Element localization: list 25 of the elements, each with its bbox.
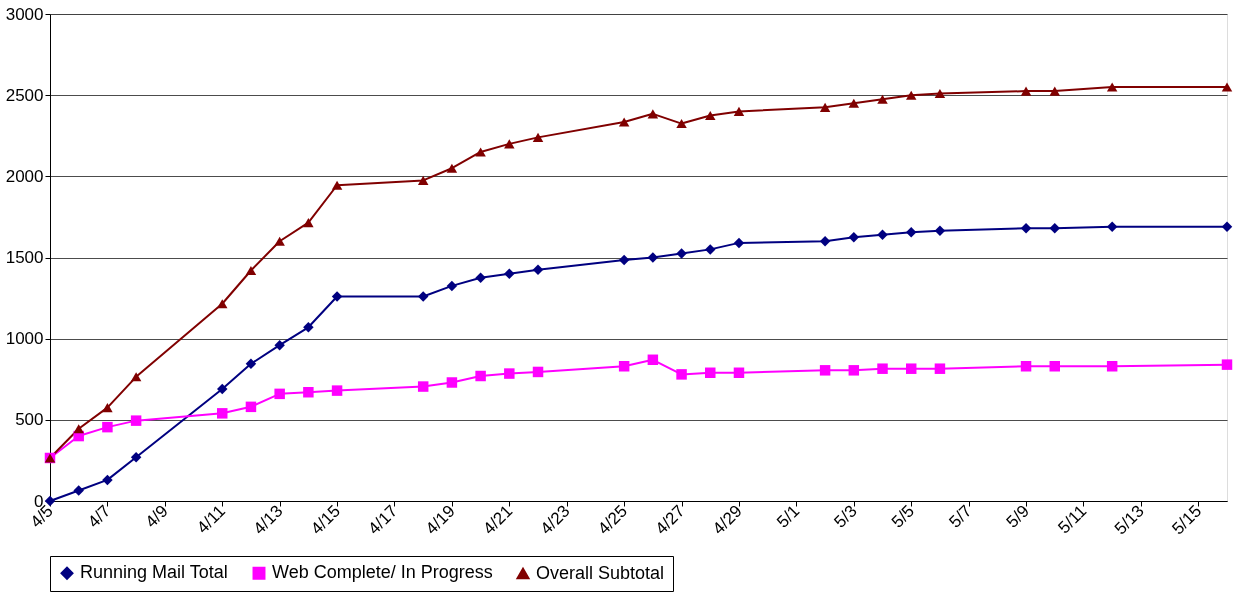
x-tick-label: 4/13 [249, 501, 287, 539]
x-tick-label: 4/25 [594, 501, 632, 539]
y-tick-label: 1000 [5, 329, 44, 349]
x-tick-label: 4/7 [84, 501, 115, 532]
y-tick-label: 2000 [5, 166, 44, 186]
legend-label: Web Complete/ In Progress [272, 562, 493, 583]
x-tick-label: 5/5 [887, 501, 919, 532]
y-tick-label: 1500 [5, 248, 44, 267]
legend-label: Overall Subtotal [536, 562, 665, 583]
x-tick-label: 5/1 [773, 501, 804, 532]
x-tick-label: 4/23 [536, 501, 574, 539]
y-tick-label: 500 [15, 410, 44, 430]
x-tick-label: 4/9 [141, 501, 172, 532]
x-tick-label: 5/3 [830, 501, 861, 532]
x-tick-label: 4/11 [193, 501, 230, 538]
x-tick-label: 4/21 [479, 501, 517, 539]
x-tick-label: 4/19 [421, 501, 459, 539]
x-tick-label: 5/9 [1002, 501, 1033, 532]
y-tick-label: 3000 [5, 4, 44, 24]
legend-label: Running Mail Total [80, 562, 228, 583]
x-tick-label: 5/7 [945, 501, 976, 532]
x-tick-label: 4/29 [709, 501, 746, 539]
y-tick-label: 2500 [5, 85, 44, 105]
x-tick-label: 5/11 [1054, 501, 1091, 538]
x-tick-label: 4/15 [307, 501, 344, 539]
